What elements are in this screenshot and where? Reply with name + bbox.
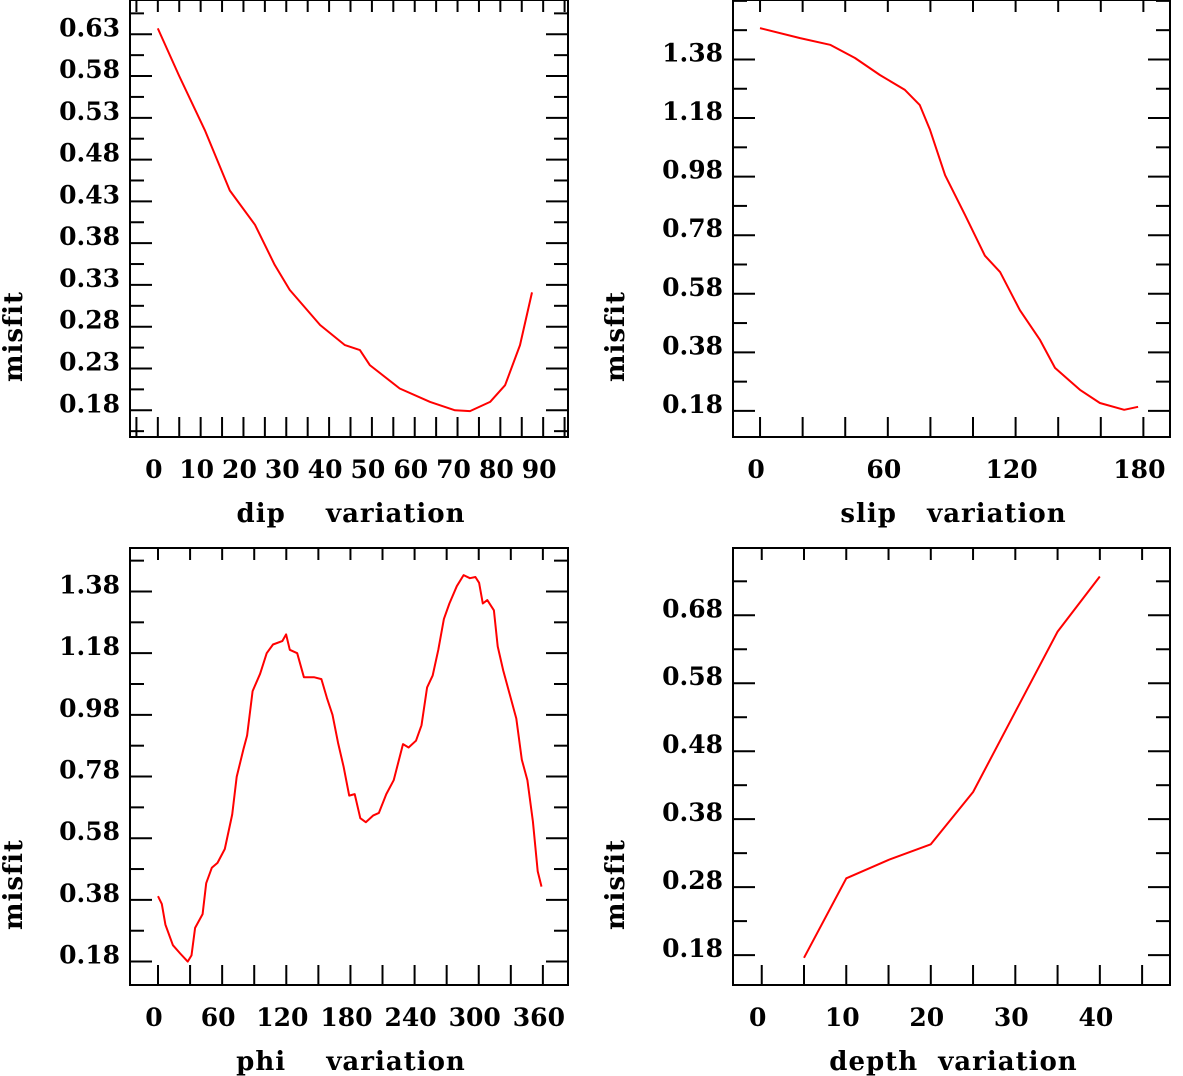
y-tick-label: 0.58: [59, 817, 120, 846]
depth-panel: 0 10 20 30 40 0.18 0.28 0.38 0.48 0.58 0.68 depth v…: [601, 547, 1171, 1076]
y-tick-label: 0.18: [59, 389, 120, 418]
plot-frame: [129, 0, 569, 438]
x-tick-label: 40: [1078, 1003, 1113, 1032]
x-tick-label: 50: [351, 455, 386, 484]
y-tick-label: 0.68: [662, 594, 723, 623]
y-tick-label: 0.58: [59, 55, 120, 84]
y-tick-label: 0.38: [662, 331, 723, 360]
x-axis-label: slip variation: [840, 499, 1066, 529]
x-tick-label: 20: [909, 1003, 944, 1032]
x-tick-label: 0: [145, 1003, 162, 1032]
dip-misfit-line: [156, 27, 533, 413]
phi-misfit-line: [157, 574, 543, 963]
y-tick-label: 0.18: [59, 941, 120, 970]
y-tick-label: 1.38: [59, 570, 120, 599]
y-axis-label: misfit: [601, 839, 631, 930]
y-tick-label: 0.98: [662, 156, 723, 185]
x-tick-label: 80: [479, 455, 514, 484]
x-tick-label: 60: [201, 1003, 236, 1032]
y-tick-label: 0.53: [59, 97, 120, 126]
y-tick-label: 0.98: [59, 694, 120, 723]
plot-frame: [732, 547, 1171, 986]
y-tick-label: 0.18: [662, 934, 723, 963]
x-axis-label: dip variation: [237, 499, 466, 529]
y-tick-label: 0.38: [59, 879, 120, 908]
x-axis-label: phi variation: [236, 1047, 466, 1076]
x-tick-label: 240: [384, 1003, 436, 1032]
plot-frame: [129, 547, 569, 986]
y-tick-label: 0.18: [662, 390, 723, 419]
x-tick-label: 300: [449, 1003, 501, 1032]
x-tick-label: 120: [256, 1003, 308, 1032]
x-tick-label: 10: [825, 1003, 860, 1032]
y-tick-label: 0.38: [662, 798, 723, 827]
x-tick-label: 360: [513, 1003, 565, 1032]
x-tick-label: 0: [145, 455, 162, 484]
x-tick-label: 180: [320, 1003, 372, 1032]
x-tick-label: 40: [308, 455, 343, 484]
x-tick-label: 60: [393, 455, 428, 484]
x-tick-label: 30: [994, 1003, 1029, 1032]
x-tick-label: 30: [265, 455, 300, 484]
y-tick-label: 0.78: [59, 756, 120, 785]
y-tick-label: 0.43: [59, 180, 120, 209]
y-tick-label: 0.23: [59, 347, 120, 376]
x-tick-label: 0: [747, 455, 764, 484]
x-axis-label: depth variation: [829, 1047, 1077, 1076]
y-axis-label: misfit: [0, 839, 29, 930]
y-tick-label: 0.48: [662, 730, 723, 759]
x-tick-label: 10: [179, 455, 214, 484]
y-tick-label: 0.63: [59, 13, 120, 42]
slip-panel: 0 60 120 180 0.18 0.38 0.58 0.78 0.98 1.18 1.38 sli…: [601, 0, 1171, 529]
x-tick-label: 60: [866, 455, 901, 484]
y-tick-label: 0.48: [59, 139, 120, 168]
slip-misfit-line: [759, 27, 1139, 411]
x-tick-label: 90: [522, 455, 557, 484]
y-tick-label: 0.28: [59, 306, 120, 335]
phi-panel: 0 60 120 180 240 300 360 0.18 0.38 0.58 0.78 0.98 1.…: [0, 547, 569, 1076]
x-tick-label: 180: [1113, 455, 1165, 484]
y-tick-label: 0.58: [662, 662, 723, 691]
x-tick-label: 120: [986, 455, 1038, 484]
y-tick-label: 0.58: [662, 273, 723, 302]
dip-panel: 0 10 20 30 40 50 60 70 80 90 0.18 0.23 0.28 0.33 0.38 0…: [0, 0, 569, 529]
y-tick-label: 1.38: [662, 38, 723, 67]
y-tick-label: 0.78: [662, 214, 723, 243]
y-axis-label: misfit: [601, 291, 631, 382]
y-tick-label: 0.28: [662, 866, 723, 895]
y-tick-label: 0.33: [59, 264, 120, 293]
plot-frame: [732, 0, 1171, 438]
x-tick-label: 0: [749, 1003, 766, 1032]
y-tick-label: 1.18: [662, 97, 723, 126]
x-tick-label: 70: [436, 455, 471, 484]
y-axis-label: misfit: [0, 291, 29, 382]
y-tick-label: 0.38: [59, 222, 120, 251]
x-tick-label: 20: [222, 455, 257, 484]
depth-misfit-line: [803, 575, 1101, 959]
y-tick-label: 1.18: [59, 632, 120, 661]
